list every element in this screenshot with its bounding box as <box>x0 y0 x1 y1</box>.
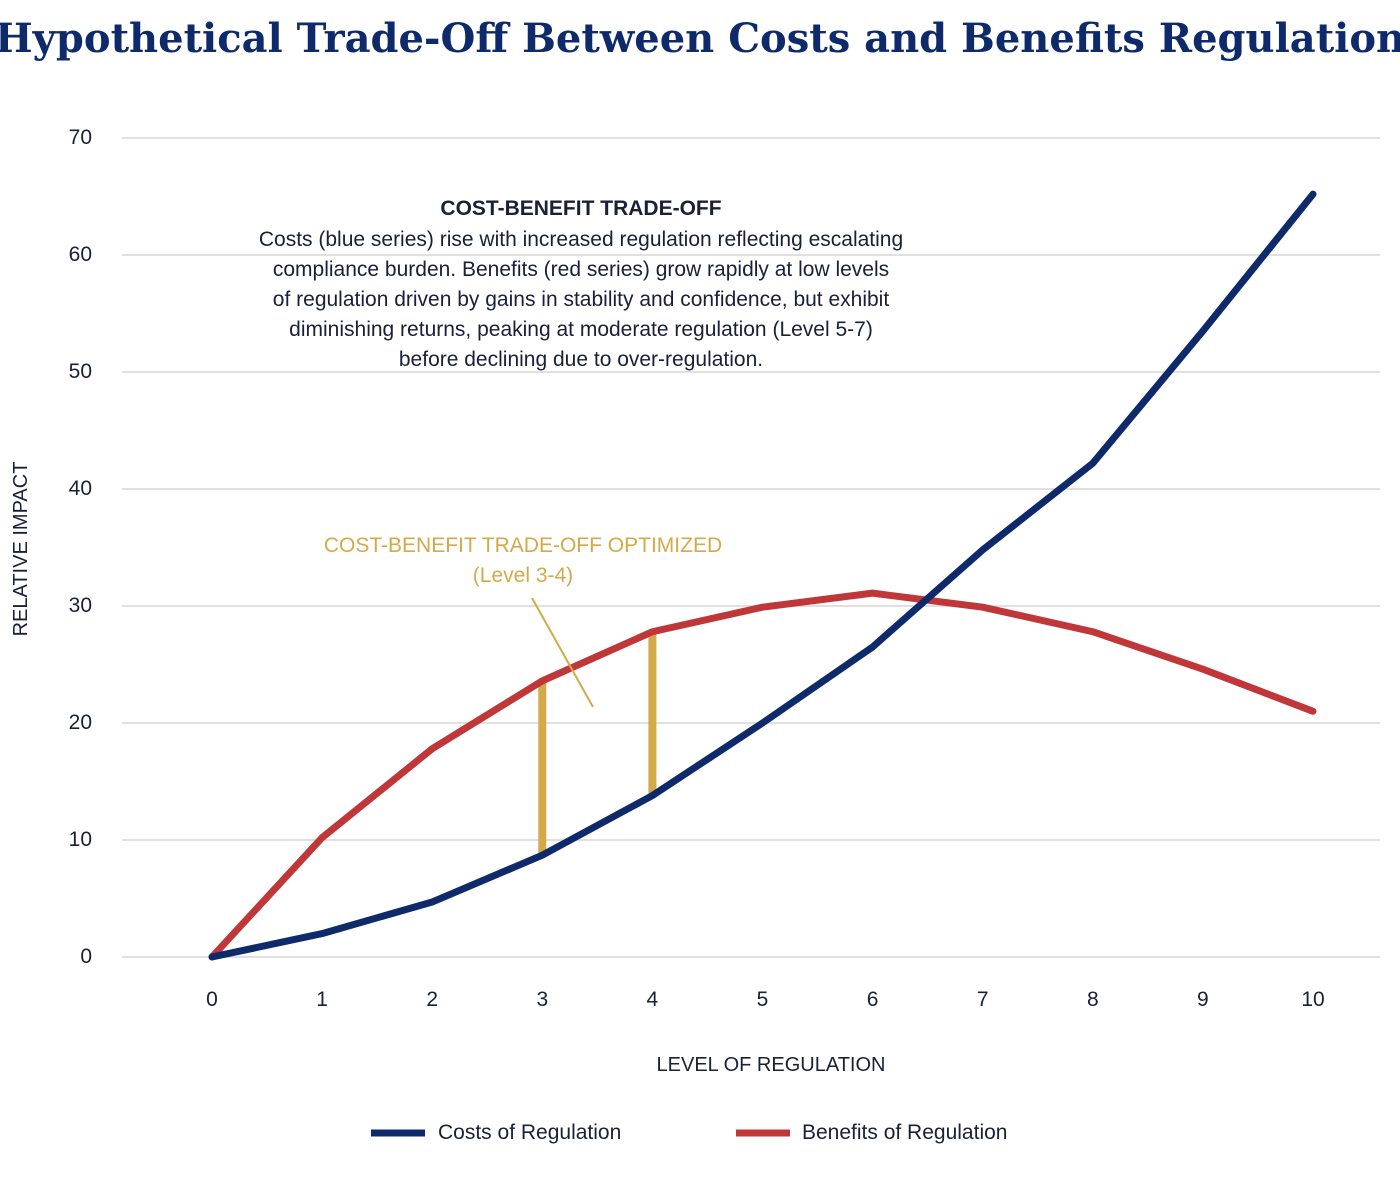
tradeoff-annotation: COST-BENEFIT TRADE-OFF Costs (blue serie… <box>259 197 903 371</box>
tradeoff-line-3: of regulation driven by gains in stabili… <box>273 288 890 311</box>
legend-costs-label: Costs of Regulation <box>438 1121 621 1144</box>
y-axis-label: RELATIVE IMPACT <box>10 462 32 637</box>
tradeoff-line-4: diminishing returns, peaking at moderate… <box>289 318 873 341</box>
x-tick-labels: 0 1 2 3 4 5 6 7 8 9 10 <box>206 988 1325 1011</box>
y-tick-label: 0 <box>80 945 92 968</box>
x-axis-label: LEVEL OF REGULATION <box>657 1054 886 1076</box>
x-tick-label: 0 <box>206 988 218 1011</box>
tradeoff-heading: COST-BENEFIT TRADE-OFF <box>440 197 721 220</box>
legend: Costs of Regulation Benefits of Regulati… <box>371 1121 1007 1144</box>
benefits-series-line <box>208 589 1317 961</box>
x-tick-label: 7 <box>977 988 989 1011</box>
costs-series-line <box>208 190 1317 961</box>
x-tick-label: 2 <box>426 988 438 1011</box>
optimized-pointer-line <box>531 597 594 708</box>
y-tick-label: 10 <box>69 828 92 851</box>
x-tick-label: 9 <box>1197 988 1209 1011</box>
y-tick-labels: 0 10 20 30 40 50 60 70 <box>69 126 92 968</box>
series-lines <box>208 190 1317 961</box>
x-tick-label: 6 <box>867 988 879 1011</box>
tradeoff-line-5: before declining due to over-regulation. <box>399 348 763 371</box>
optimized-range-label: (Level 3-4) <box>473 564 573 587</box>
x-tick-label: 1 <box>316 988 328 1011</box>
optimized-label: COST-BENEFIT TRADE-OFF OPTIMIZED <box>324 534 722 557</box>
y-tick-label: 50 <box>69 360 92 383</box>
tradeoff-line-1: Costs (blue series) rise with increased … <box>259 228 903 251</box>
optimized-annotation: COST-BENEFIT TRADE-OFF OPTIMIZED (Level … <box>324 534 722 708</box>
x-tick-label: 8 <box>1087 988 1099 1011</box>
y-tick-label: 40 <box>69 477 92 500</box>
x-tick-label: 5 <box>757 988 769 1011</box>
tradeoff-line-2: compliance burden. Benefits (red series)… <box>273 258 889 281</box>
chart-title: Hypothetical Trade-Off Between Costs and… <box>0 15 1400 62</box>
y-tick-label: 30 <box>69 594 92 617</box>
x-tick-label: 10 <box>1301 988 1324 1011</box>
optimized-range-bars <box>538 631 657 856</box>
gridlines <box>122 137 1380 958</box>
x-tick-label: 3 <box>536 988 548 1011</box>
y-tick-label: 70 <box>69 126 92 149</box>
y-tick-label: 20 <box>69 711 92 734</box>
x-tick-label: 4 <box>647 988 659 1011</box>
y-tick-label: 60 <box>69 243 92 266</box>
legend-benefits-label: Benefits of Regulation <box>802 1121 1007 1144</box>
